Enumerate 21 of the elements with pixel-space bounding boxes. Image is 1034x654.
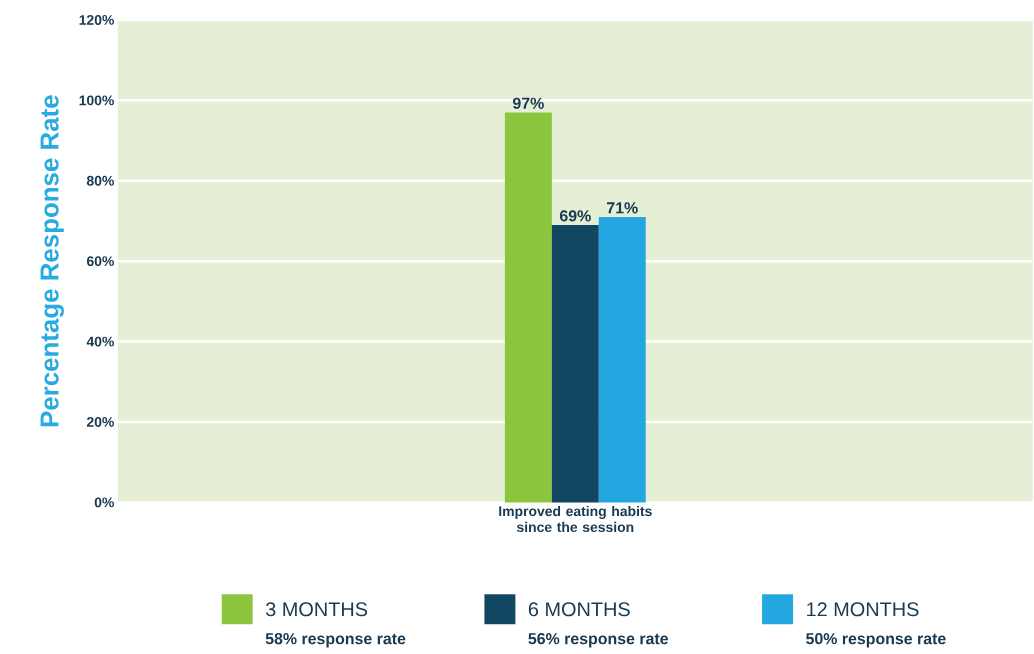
x-tick-label: Improved eating habits since the session [499, 505, 652, 532]
text: 50% response rate [806, 632, 946, 648]
legend-label: 12 MONTHS [807, 602, 919, 617]
y-tick-label: 100% [79, 95, 114, 106]
y-tick-label: 20% [86, 416, 114, 427]
y-axis-title: Percentage Response Rate [40, 95, 64, 427]
data-label: 69% [559, 210, 591, 222]
y-tick-label: 60% [86, 256, 114, 267]
bar [598, 216, 646, 503]
y-tick-label: 40% [86, 336, 114, 347]
data-label: 71% [607, 202, 638, 214]
legend-label: 6 MONTHS [528, 602, 630, 617]
y-tick-label: 120% [79, 14, 114, 25]
legend-label: 3 MONTHS [265, 602, 368, 617]
bar [504, 112, 552, 503]
y-tick-label: 0% [94, 497, 114, 508]
y-tick-label: 80% [86, 175, 114, 186]
text: 56% response rate [528, 632, 669, 648]
text: 58% response rate [265, 632, 406, 648]
bar [551, 224, 599, 503]
data-label: 97% [512, 97, 544, 109]
